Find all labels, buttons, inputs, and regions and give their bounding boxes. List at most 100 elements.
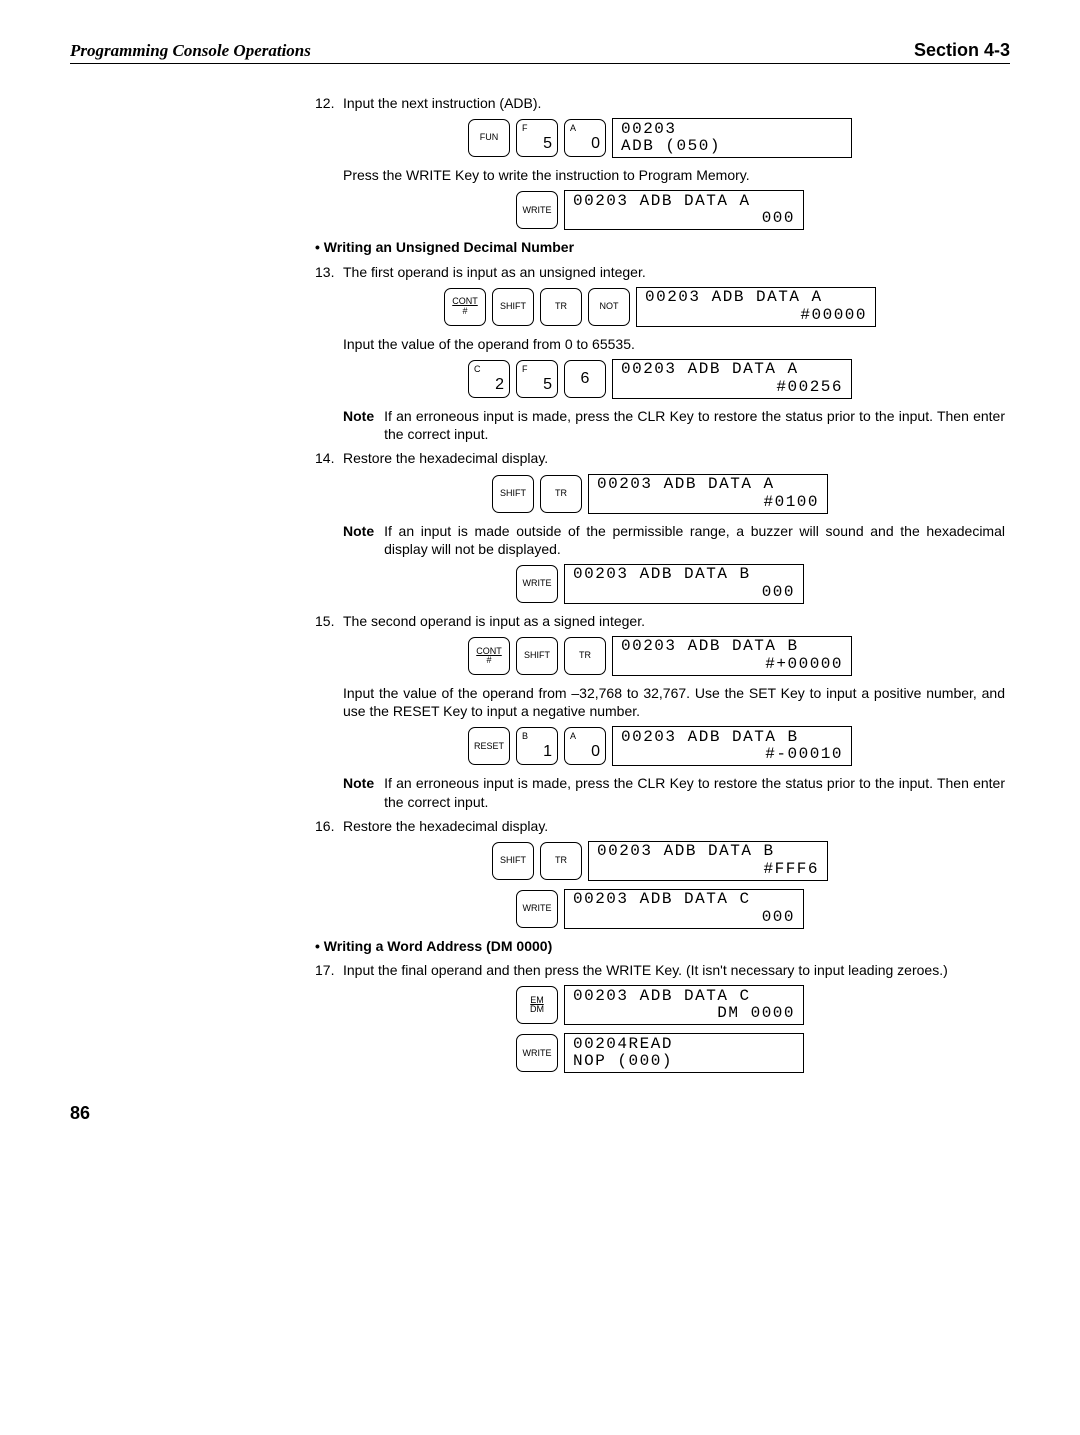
key[interactable]: TR <box>540 842 582 880</box>
key[interactable]: CONT# <box>468 637 510 675</box>
step-text: The second operand is input as a signed … <box>343 613 645 629</box>
display-line2: #FFF6 <box>597 861 819 879</box>
keyrow: RESETB1A000203 ADB DATA B#-00010 <box>315 726 1005 766</box>
key[interactable]: SHIFT <box>492 842 534 880</box>
keyrow: SHIFTTR00203 ADB DATA A#0100 <box>315 474 1005 514</box>
display: 00204READNOP (000) <box>564 1033 804 1073</box>
display-line2: #00000 <box>645 307 867 325</box>
header-title: Programming Console Operations <box>70 41 311 61</box>
key[interactable]: SHIFT <box>492 475 534 513</box>
keyrow: CONT#SHIFTTRNOT00203 ADB DATA A#00000 <box>315 287 1005 327</box>
page-content: 12.Input the next instruction (ADB). FUN… <box>315 94 1005 1073</box>
display: 00203 ADB DATA A#0100 <box>588 474 828 514</box>
key[interactable]: NOT <box>588 288 630 326</box>
step-number: 15. <box>315 612 343 630</box>
key[interactable]: TR <box>564 637 606 675</box>
key[interactable]: F5 <box>516 119 558 157</box>
display-line1: 00203 ADB DATA C <box>573 891 795 909</box>
step-after: Input the value of the operand from –32,… <box>343 684 1005 720</box>
display-line2: 000 <box>573 909 795 927</box>
display: 00203 ADB DATA B#FFF6 <box>588 841 828 881</box>
step-13: 13.The first operand is input as an unsi… <box>315 263 1005 444</box>
display-line2: #-00010 <box>621 746 843 764</box>
keyrow: C2F5600203 ADB DATA A#00256 <box>315 359 1005 399</box>
key[interactable]: SHIFT <box>492 288 534 326</box>
display: 00203 ADB DATA CDM 0000 <box>564 985 804 1025</box>
step-14: 14.Restore the hexadecimal display. SHIF… <box>315 449 1005 604</box>
step-text: Restore the hexadecimal display. <box>343 818 548 834</box>
display-line1: 00203 ADB DATA C <box>573 988 795 1006</box>
step-number: 16. <box>315 817 343 835</box>
note-label: Note <box>343 407 374 443</box>
key[interactable]: B1 <box>516 727 558 765</box>
display: 00203 ADB DATA B#-00010 <box>612 726 852 766</box>
key[interactable]: WRITE <box>516 565 558 603</box>
step-16: 16.Restore the hexadecimal display. SHIF… <box>315 817 1005 929</box>
display-line1: 00203 ADB DATA A <box>597 476 819 494</box>
keyrow: FUNF5A000203ADB (050) <box>315 118 1005 158</box>
key[interactable]: TR <box>540 288 582 326</box>
keyrow: WRITE00203 ADB DATA C000 <box>315 889 1005 929</box>
note: Note If an input is made outside of the … <box>343 522 1005 558</box>
key[interactable]: SHIFT <box>516 637 558 675</box>
keyrow: CONT#SHIFTTR00203 ADB DATA B#+00000 <box>315 636 1005 676</box>
subheading: • Writing a Word Address (DM 0000) <box>315 937 1005 955</box>
display-line2: 000 <box>573 584 795 602</box>
keyrow: EMDM00203 ADB DATA CDM 0000 <box>315 985 1005 1025</box>
step-15: 15.The second operand is input as a sign… <box>315 612 1005 811</box>
display: 00203 ADB DATA A000 <box>564 190 804 230</box>
display: 00203 ADB DATA B000 <box>564 564 804 604</box>
key[interactable]: CONT# <box>444 288 486 326</box>
key[interactable]: 6 <box>564 360 606 398</box>
display-line1: 00204READ <box>573 1036 795 1054</box>
display-line1: 00203 ADB DATA A <box>621 361 843 379</box>
note-label: Note <box>343 774 374 810</box>
keyrow: WRITE00204READNOP (000) <box>315 1033 1005 1073</box>
display-line2: NOP (000) <box>573 1053 795 1071</box>
step-number: 13. <box>315 263 343 281</box>
key[interactable]: A0 <box>564 727 606 765</box>
step-text: Input the final operand and then press t… <box>343 962 948 978</box>
note: Note If an erroneous input is made, pres… <box>343 774 1005 810</box>
display: 00203 ADB DATA B#+00000 <box>612 636 852 676</box>
keyrow: WRITE00203 ADB DATA A000 <box>315 190 1005 230</box>
key[interactable]: FUN <box>468 119 510 157</box>
display-line2: #0100 <box>597 494 819 512</box>
note: Note If an erroneous input is made, pres… <box>343 407 1005 443</box>
display: 00203 ADB DATA A#00000 <box>636 287 876 327</box>
step-12: 12.Input the next instruction (ADB). FUN… <box>315 94 1005 230</box>
key[interactable]: WRITE <box>516 890 558 928</box>
display-line2: #+00000 <box>621 656 843 674</box>
step-text: Input the next instruction (ADB). <box>343 95 541 111</box>
display-line1: 00203 ADB DATA B <box>573 566 795 584</box>
note-text: If an erroneous input is made, press the… <box>384 774 1005 810</box>
step-after: Press the WRITE Key to write the instruc… <box>343 166 1005 184</box>
display-line2: #00256 <box>621 379 843 397</box>
step-number: 12. <box>315 94 343 112</box>
note-text: If an input is made outside of the permi… <box>384 522 1005 558</box>
key[interactable]: F5 <box>516 360 558 398</box>
header-section: Section 4-3 <box>914 40 1010 61</box>
key[interactable]: WRITE <box>516 191 558 229</box>
display-line1: 00203 ADB DATA A <box>645 289 867 307</box>
key[interactable]: TR <box>540 475 582 513</box>
display: 00203 ADB DATA A#00256 <box>612 359 852 399</box>
display-line1: 00203 ADB DATA B <box>597 843 819 861</box>
step-text: The first operand is input as an unsigne… <box>343 264 646 280</box>
key[interactable]: WRITE <box>516 1034 558 1072</box>
step-number: 17. <box>315 961 343 979</box>
note-label: Note <box>343 522 374 558</box>
display-line1: 00203 ADB DATA A <box>573 193 795 211</box>
keyrow: WRITE00203 ADB DATA B000 <box>315 564 1005 604</box>
page-header: Programming Console Operations Section 4… <box>70 40 1010 64</box>
step-17: 17.Input the final operand and then pres… <box>315 961 1005 1073</box>
display-line2: DM 0000 <box>573 1005 795 1023</box>
display-line2: ADB (050) <box>621 138 843 156</box>
key[interactable]: A0 <box>564 119 606 157</box>
keyrow: SHIFTTR00203 ADB DATA B#FFF6 <box>315 841 1005 881</box>
display: 00203 ADB DATA C000 <box>564 889 804 929</box>
key[interactable]: EMDM <box>516 986 558 1024</box>
display-line2: 000 <box>573 210 795 228</box>
key[interactable]: RESET <box>468 727 510 765</box>
key[interactable]: C2 <box>468 360 510 398</box>
